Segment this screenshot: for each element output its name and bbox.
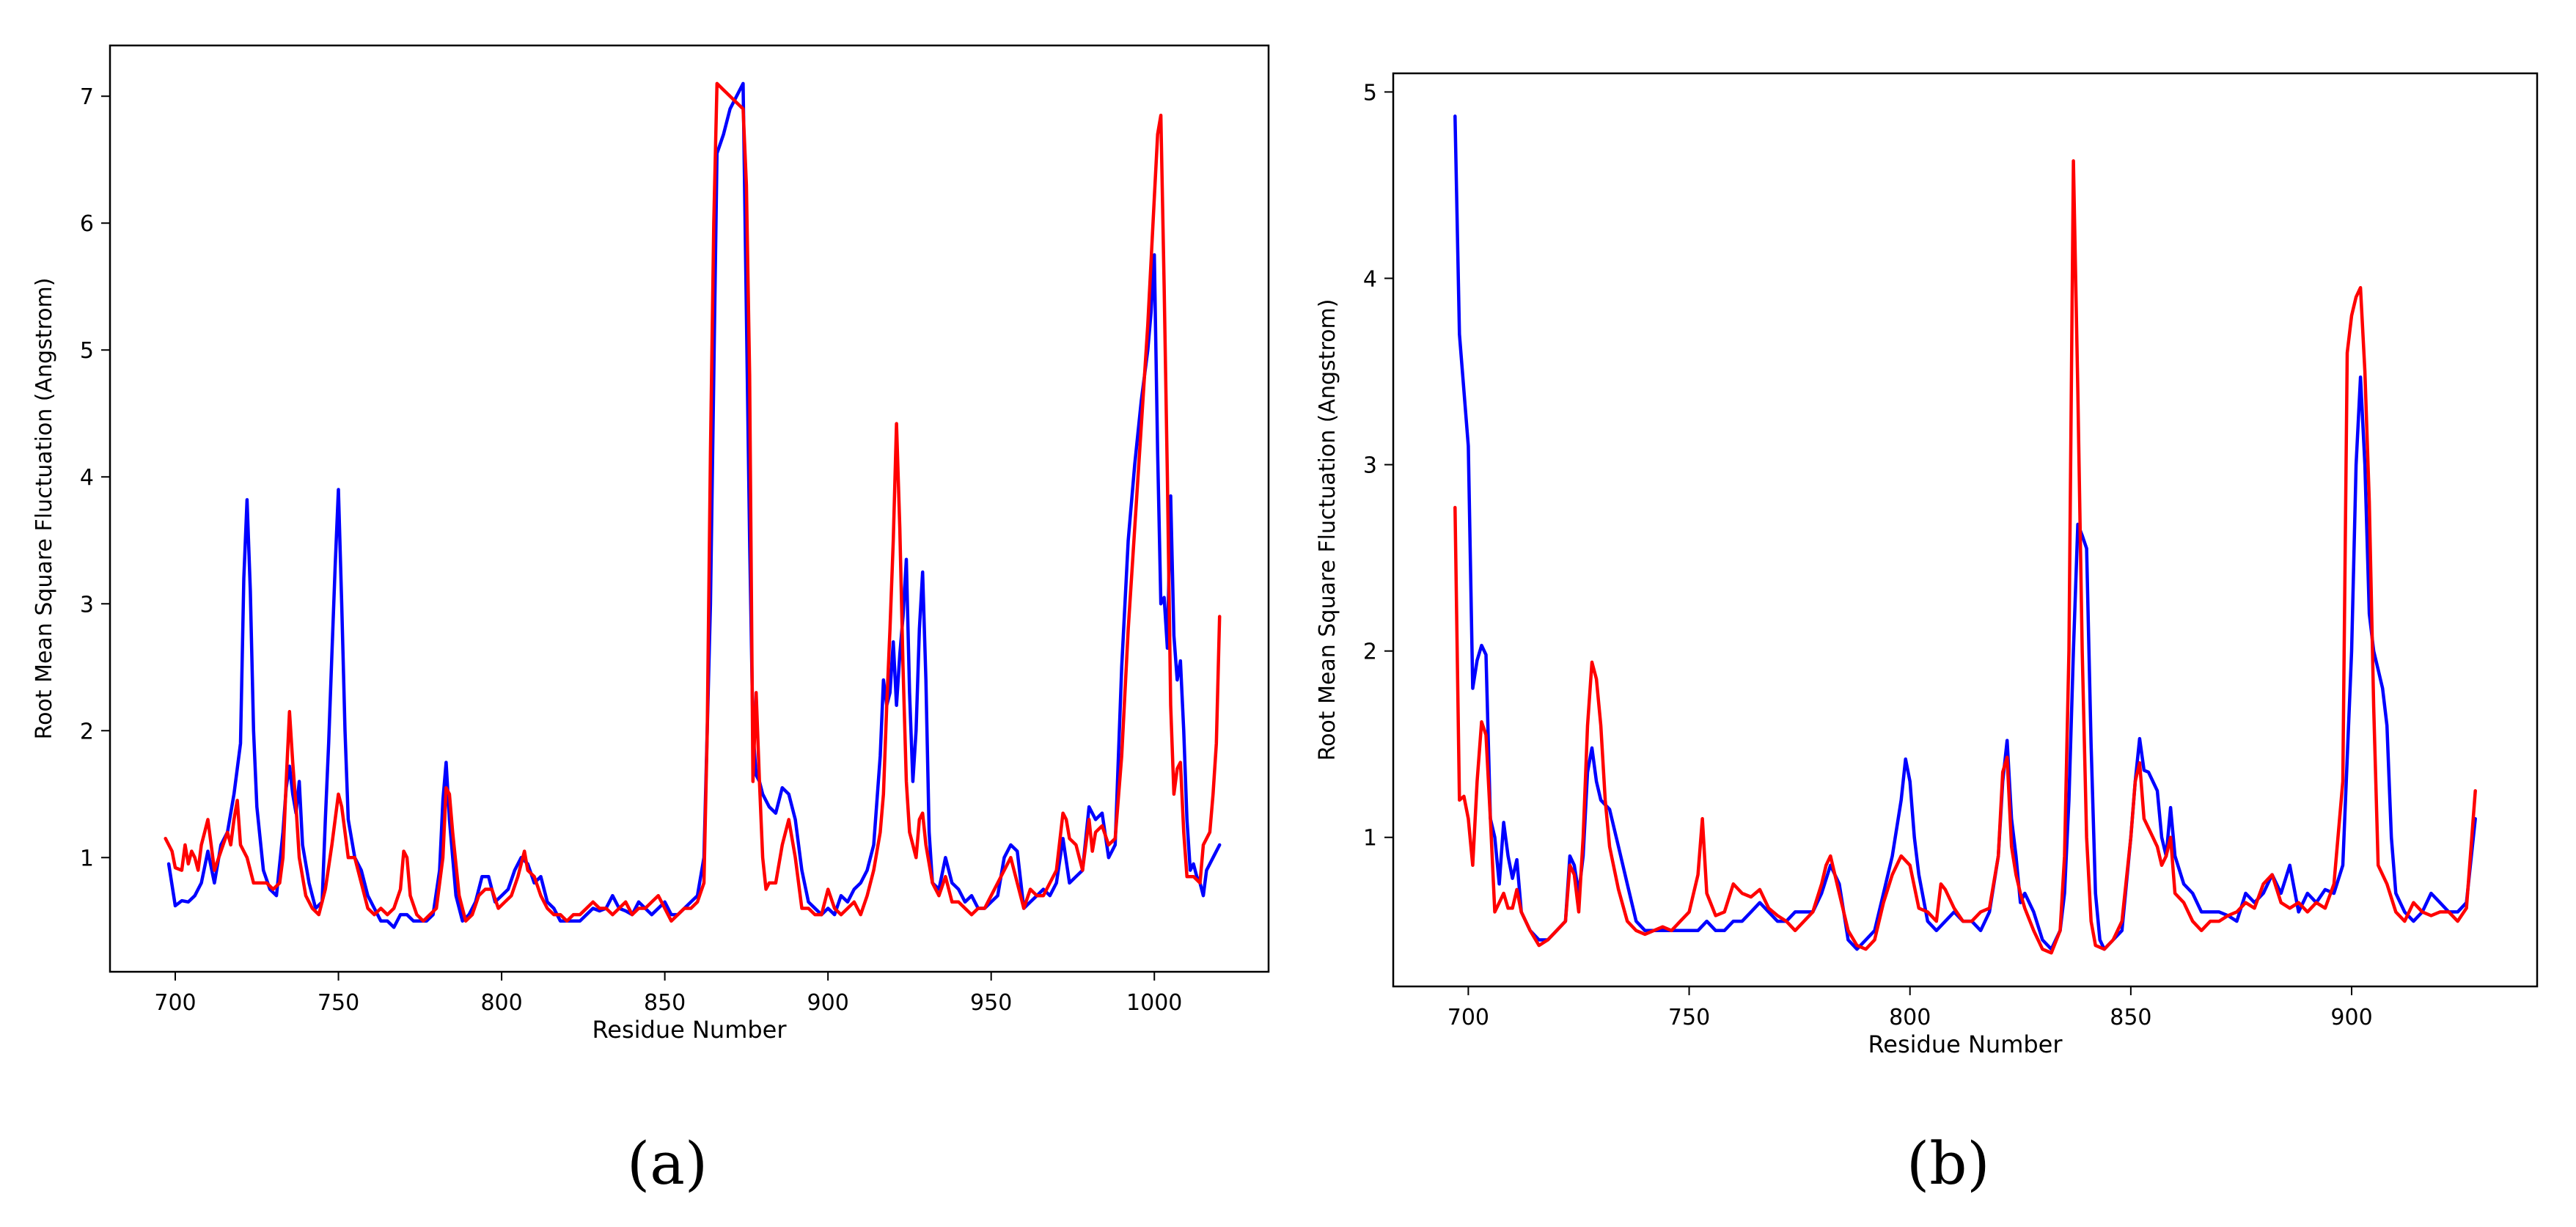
series-line-blue: [166, 81, 1222, 929]
plot-frame: [1392, 72, 2539, 988]
x-tick-label: 750: [1668, 1005, 1710, 1030]
series-line-red: [1453, 159, 2477, 955]
x-tick-label: 1000: [1126, 990, 1182, 1016]
y-tick-label: 5: [80, 338, 94, 364]
x-tick-label: 700: [154, 990, 196, 1016]
y-tick-label: 3: [80, 592, 94, 618]
y-tick-label: 1: [1363, 826, 1377, 851]
y-tick-label: 6: [80, 211, 94, 237]
y-tick-label: 1: [80, 846, 94, 871]
panel-label-a: (a): [627, 1129, 708, 1198]
y-axis-label: Root Mean Square Fluctuation (Angstrom): [32, 278, 57, 740]
chart-panel-a: 700 750 800 850 900 950 1000 1 2 3 4 5 6 7 Residue Num…: [32, 44, 1270, 1044]
x-tick-label: 900: [2330, 1005, 2372, 1030]
plot-frame: [109, 44, 1270, 973]
y-axis-label: Root Mean Square Fluctuation (Angstrom): [1315, 299, 1340, 761]
x-tick-label: 950: [970, 990, 1012, 1016]
x-tick-label: 700: [1447, 1005, 1489, 1030]
x-axis-label: Residue Number: [1868, 1030, 2063, 1058]
x-tick-label: 900: [807, 990, 849, 1016]
series-line-red: [164, 81, 1222, 923]
x-tick-label: 800: [1889, 1005, 1931, 1030]
y-tick-label: 7: [80, 84, 94, 110]
x-axis-label: Residue Number: [592, 1016, 787, 1044]
y-tick-label: 2: [80, 719, 94, 744]
panel-label-b: (b): [1907, 1129, 1990, 1198]
y-tick-label: 5: [1363, 80, 1377, 106]
y-tick-label: 4: [1363, 266, 1377, 292]
y-tick-label: 3: [1363, 453, 1377, 479]
series-line-blue: [1453, 114, 2477, 951]
y-tick-label: 2: [1363, 640, 1377, 665]
y-tick-label: 4: [80, 465, 94, 491]
chart-panel-b: 700 750 800 850 900 1 2 3 4 5 Residue Number Root M…: [1315, 72, 2539, 1058]
x-tick-label: 850: [2110, 1005, 2151, 1030]
x-tick-label: 800: [480, 990, 522, 1016]
x-tick-label: 850: [644, 990, 686, 1016]
x-tick-label: 750: [318, 990, 359, 1016]
